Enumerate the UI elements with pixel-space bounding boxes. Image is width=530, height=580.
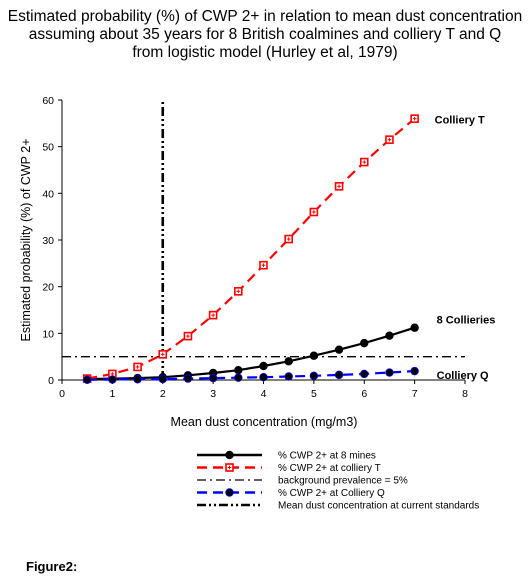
y-tick-label: 40 [42, 188, 54, 200]
y-tick-label: 50 [42, 142, 54, 154]
x-tick-label: 5 [311, 388, 317, 400]
data-point [259, 373, 268, 382]
legend-entry: % CWP 2+ at 8 mines [197, 451, 376, 462]
data-point [334, 182, 344, 191]
series-group [82, 114, 419, 384]
x-tick-label: 1 [109, 388, 115, 400]
y-tick-label: 0 [48, 375, 54, 387]
x-tick-label: 2 [160, 388, 166, 400]
legend-entry: % CWP 2+ at Colliery Q [197, 488, 385, 499]
x-tick-label: 7 [412, 388, 418, 400]
legend: % CWP 2+ at 8 mines% CWP 2+ at colliery … [197, 451, 479, 512]
x-tick-label: 4 [261, 388, 267, 400]
legend-label: background prevalence = 5% [278, 476, 408, 487]
data-point [158, 374, 167, 384]
legend-marker [225, 463, 234, 472]
data-point [410, 323, 419, 332]
chart-title-line-2: assuming about 35 years for 8 British co… [29, 26, 501, 43]
y-axis-title: Estimated probability (%) of CWP 2+ [19, 139, 33, 342]
x-axis-title: Mean dust concentration (mg/m3) [171, 415, 358, 429]
data-point [410, 366, 419, 376]
data-point [385, 368, 394, 377]
chart-title-line-1: Estimated probability (%) of CWP 2+ in r… [8, 8, 522, 25]
figure-caption: Figure2: [26, 559, 77, 574]
x-tick-label: 0 [59, 388, 65, 400]
data-point [234, 366, 243, 375]
data-point [385, 135, 394, 144]
legend-label: % CWP 2+ at colliery T [278, 463, 381, 474]
data-point [234, 373, 243, 382]
data-point [259, 260, 268, 270]
data-point [309, 371, 319, 380]
data-point [309, 351, 319, 360]
legend-entry: % CWP 2+ at colliery T [197, 463, 381, 474]
series-colliery-q [82, 366, 419, 384]
y-tick-label: 30 [42, 235, 54, 247]
data-point [385, 331, 394, 340]
series-label: Colliery T [435, 115, 485, 127]
data-point [360, 369, 369, 379]
data-point [208, 373, 218, 383]
y-tick-label: 10 [42, 328, 54, 340]
x-tick-label: 6 [361, 388, 367, 400]
data-point [208, 310, 218, 320]
legend-label: % CWP 2+ at Colliery Q [278, 488, 385, 499]
legend-label: Mean dust concentration at current stand… [278, 501, 479, 512]
data-point [183, 374, 193, 383]
data-point [108, 375, 117, 384]
legend-marker [225, 488, 234, 497]
data-point [284, 372, 293, 381]
axes: 0 1 2 3 4 5 6 7 8 0 10 20 30 40 50 60 [42, 95, 468, 400]
data-point [158, 350, 168, 359]
series-labels: 8 Collieries Colliery T Colliery Q [435, 115, 496, 382]
data-point [82, 375, 92, 384]
legend-label: % CWP 2+ at 8 mines [278, 451, 376, 462]
data-point [334, 345, 344, 354]
data-point [133, 362, 142, 372]
data-point [234, 287, 243, 296]
data-point [410, 114, 419, 123]
data-point [183, 331, 193, 341]
data-point [359, 157, 369, 167]
reference-lines [62, 100, 465, 380]
legend-entry: background prevalence = 5% [197, 476, 408, 487]
data-point [284, 234, 293, 244]
chart-title: Estimated probability (%) of CWP 2+ in r… [8, 8, 522, 61]
series-label: 8 Collieries [437, 315, 496, 327]
data-point [334, 370, 344, 380]
x-tick-label: 3 [210, 388, 216, 400]
data-point [259, 361, 268, 371]
y-tick-label: 60 [42, 95, 54, 107]
data-point [133, 375, 142, 384]
x-tick-label: 8 [462, 388, 468, 400]
data-point [284, 357, 293, 366]
chart-title-line-3: from logistic model (Hurley et al, 1979) [132, 44, 397, 61]
legend-entry: Mean dust concentration at current stand… [197, 501, 479, 512]
y-tick-label: 20 [42, 282, 54, 294]
series-line [87, 326, 415, 381]
data-point [309, 207, 319, 217]
legend-marker [225, 450, 234, 460]
data-point [360, 338, 369, 348]
series-label: Colliery Q [437, 370, 489, 382]
